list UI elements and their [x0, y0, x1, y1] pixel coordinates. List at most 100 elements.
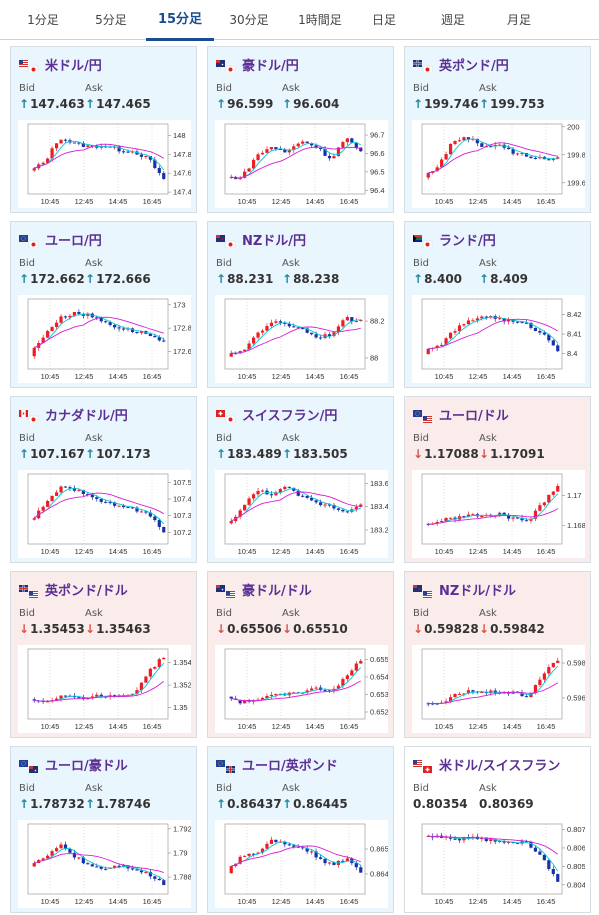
chart-background: [215, 120, 388, 208]
chart-background: [215, 645, 388, 733]
price-chart[interactable]: 10:45 12:45 14:45 16:45 1.17 1.168: [412, 470, 585, 558]
rate-card[interactable]: 豪ドル/ドル Bid Ask ↓0.65506 ↓0.65510 10:45 12…: [207, 571, 394, 738]
pair-name[interactable]: カナダドル/円: [45, 408, 128, 424]
rate-card[interactable]: 米ドル/スイスフラン Bid Ask 0.80354 0.80369 10:45…: [404, 746, 591, 913]
pair-name[interactable]: 米ドル/スイスフラン: [439, 758, 561, 774]
price-chart[interactable]: 10:45 12:45 14:45 16:45 173 172.8 172.6: [18, 295, 191, 383]
price-chart[interactable]: 10:45 12:45 14:45 16:45 0.807 0.806 0.805 0.804: [412, 820, 585, 908]
rate-card[interactable]: カナダドル/円 Bid Ask ↑107.167 ↑107.173 10:45 1…: [10, 396, 197, 563]
price-chart[interactable]: 10:45 12:45 14:45 16:45 0.655 0.654 0.653 0.652: [215, 645, 388, 733]
bid-value: ↑1.78732: [19, 797, 85, 811]
pair-name[interactable]: NZドル/ドル: [439, 583, 517, 599]
candle-body: [332, 504, 336, 509]
tab-monthly[interactable]: 月足: [506, 13, 531, 27]
candle-body: [426, 835, 430, 837]
pair-name[interactable]: 米ドル/円: [45, 58, 102, 74]
candle-body: [130, 868, 135, 870]
candle-body: [139, 870, 144, 873]
plot-frame: [27, 823, 169, 895]
candle-body: [99, 146, 103, 148]
candle-body: [301, 692, 305, 694]
y-tick-label: 8.41: [567, 330, 582, 339]
candle-body: [435, 522, 439, 524]
price-chart[interactable]: 10:45 12:45 14:45 16:45 1.354 1.352 1.35: [18, 645, 191, 733]
candle-body: [556, 345, 560, 352]
candle-body: [466, 514, 471, 517]
pair-name[interactable]: ユーロ/豪ドル: [45, 758, 128, 774]
x-tick-label: 10:45: [435, 547, 454, 556]
plot-frame: [27, 648, 169, 720]
candle-body: [269, 147, 274, 150]
pair-name[interactable]: 豪ドル/円: [242, 58, 299, 74]
x-tick-label: 14:45: [109, 197, 128, 206]
pair-name[interactable]: ランド/円: [439, 233, 496, 249]
rate-card[interactable]: 英ポンド/円 Bid Ask ↑199.746 ↑199.753 10:45 12…: [404, 46, 591, 213]
pair-name[interactable]: スイスフラン/円: [242, 408, 338, 424]
tab-15min[interactable]: 15分足: [146, 0, 214, 41]
rate-card[interactable]: ユーロ/円 Bid Ask ↑172.662 ↑172.666 10:45 12:…: [10, 221, 197, 388]
candle-body: [256, 491, 260, 495]
rate-card[interactable]: ユーロ/豪ドル Bid Ask ↑1.78732 ↑1.78746 10:45 1…: [10, 746, 197, 913]
price-chart[interactable]: 10:45 12:45 14:45 16:45 183.6 183.4 183.2: [215, 470, 388, 558]
long-moving-average-line: [428, 508, 559, 525]
candle-body: [457, 140, 462, 142]
pair-name[interactable]: ユーロ/英ポンド: [242, 758, 338, 774]
pair-name[interactable]: NZドル/円: [242, 233, 307, 249]
x-tick-label: 14:45: [503, 897, 522, 906]
pair-name[interactable]: 英ポンド/円: [439, 58, 509, 74]
price-chart[interactable]: 10:45 12:45 14:45 16:45 148 147.8 147.6 147.4: [18, 120, 191, 208]
rate-card[interactable]: NZドル/円 Bid Ask ↑88.231 ↑88.238 10:45 12:4…: [207, 221, 394, 388]
candle-body: [247, 343, 251, 350]
price-chart[interactable]: 10:45 12:45 14:45 16:45 8.42 8.41 8.4: [412, 295, 585, 383]
price-chart[interactable]: 10:45 12:45 14:45 16:45 107.5 107.4 107.3 107.2: [18, 470, 191, 558]
price-chart[interactable]: 10:45 12:45 14:45 16:45 1.792 1.79 1.788: [18, 820, 191, 908]
candle-body: [301, 141, 305, 144]
up-arrow-icon: ↑: [282, 447, 293, 461]
price-chart[interactable]: 10:45 12:45 14:45 16:45 200 199.8 199.6: [412, 120, 585, 208]
card-header: 米ドル/スイスフラン: [413, 755, 561, 774]
candle-body: [139, 511, 144, 513]
price-chart[interactable]: 10:45 12:45 14:45 16:45 88.2 88: [215, 295, 388, 383]
rate-card[interactable]: 英ポンド/ドル Bid Ask ↓1.35453 ↓1.35463 10:45 1…: [10, 571, 197, 738]
price-chart[interactable]: 10:45 12:45 14:45 16:45 96.7 96.6 96.5 96.4: [215, 120, 388, 208]
rate-card[interactable]: 豪ドル/円 Bid Ask ↑96.599 ↑96.604 10:45 12:45…: [207, 46, 394, 213]
candle-body: [153, 876, 157, 879]
pair-name[interactable]: 英ポンド/ドル: [45, 583, 128, 599]
price-chart[interactable]: 10:45 12:45 14:45 16:45 0.598 0.596: [412, 645, 585, 733]
pair-name[interactable]: ユーロ/円: [45, 233, 102, 249]
ch-jp-flag-icon: [216, 408, 236, 423]
tab-daily[interactable]: 日足: [371, 13, 396, 27]
x-tick-label: 16:45: [143, 197, 162, 206]
tab-weekly[interactable]: 週足: [440, 13, 465, 27]
tab-5min[interactable]: 5分足: [95, 13, 127, 27]
candle-body: [59, 316, 63, 323]
pair-name[interactable]: 豪ドル/ドル: [242, 583, 312, 599]
candle-body: [144, 155, 148, 157]
up-arrow-icon: ↑: [216, 797, 227, 811]
price-chart[interactable]: 10:45 12:45 14:45 16:45 0.865 0.8645: [215, 820, 388, 908]
y-tick-label: 1.354: [173, 658, 191, 667]
long-moving-average-line: [231, 845, 361, 867]
rate-card[interactable]: ランド/円 Bid Ask ↑8.400 ↑8.409 10:45 12:45 14…: [404, 221, 591, 388]
rate-card[interactable]: ユーロ/ドル Bid Ask ↓1.17088 ↓1.17091 10:45 12…: [404, 396, 591, 563]
rate-card[interactable]: スイスフラン/円 Bid Ask ↑183.489 ↑183.505 10:45…: [207, 396, 394, 563]
y-tick-label: 8.4: [567, 349, 577, 358]
candle-body: [310, 497, 314, 501]
tab-30min[interactable]: 30分足: [229, 13, 269, 27]
rate-card[interactable]: NZドル/ドル Bid Ask ↓0.59828 ↓0.59842 10:45 1…: [404, 571, 591, 738]
x-tick-label: 10:45: [238, 372, 257, 381]
tab-1min[interactable]: 1分足: [27, 13, 59, 27]
candle-body: [529, 322, 533, 328]
pair-name[interactable]: ユーロ/ドル: [439, 408, 509, 424]
candle-body: [135, 151, 139, 155]
rate-card[interactable]: ユーロ/英ポンド Bid Ask ↑0.86437 ↑0.86445 10:45…: [207, 746, 394, 913]
ask-label: Ask: [479, 783, 497, 794]
y-tick-label: 107.3: [173, 511, 191, 520]
x-tick-label: 12:45: [469, 897, 488, 906]
y-tick-label: 183.2: [370, 526, 388, 535]
bid-label: Bid: [216, 783, 232, 794]
candle-body: [538, 505, 542, 511]
rate-card[interactable]: 米ドル/円 Bid Ask ↑147.463 ↑147.465 10:45 12:…: [10, 46, 197, 213]
candle-body: [54, 143, 59, 149]
tab-1hour[interactable]: 1時間足: [298, 13, 342, 27]
